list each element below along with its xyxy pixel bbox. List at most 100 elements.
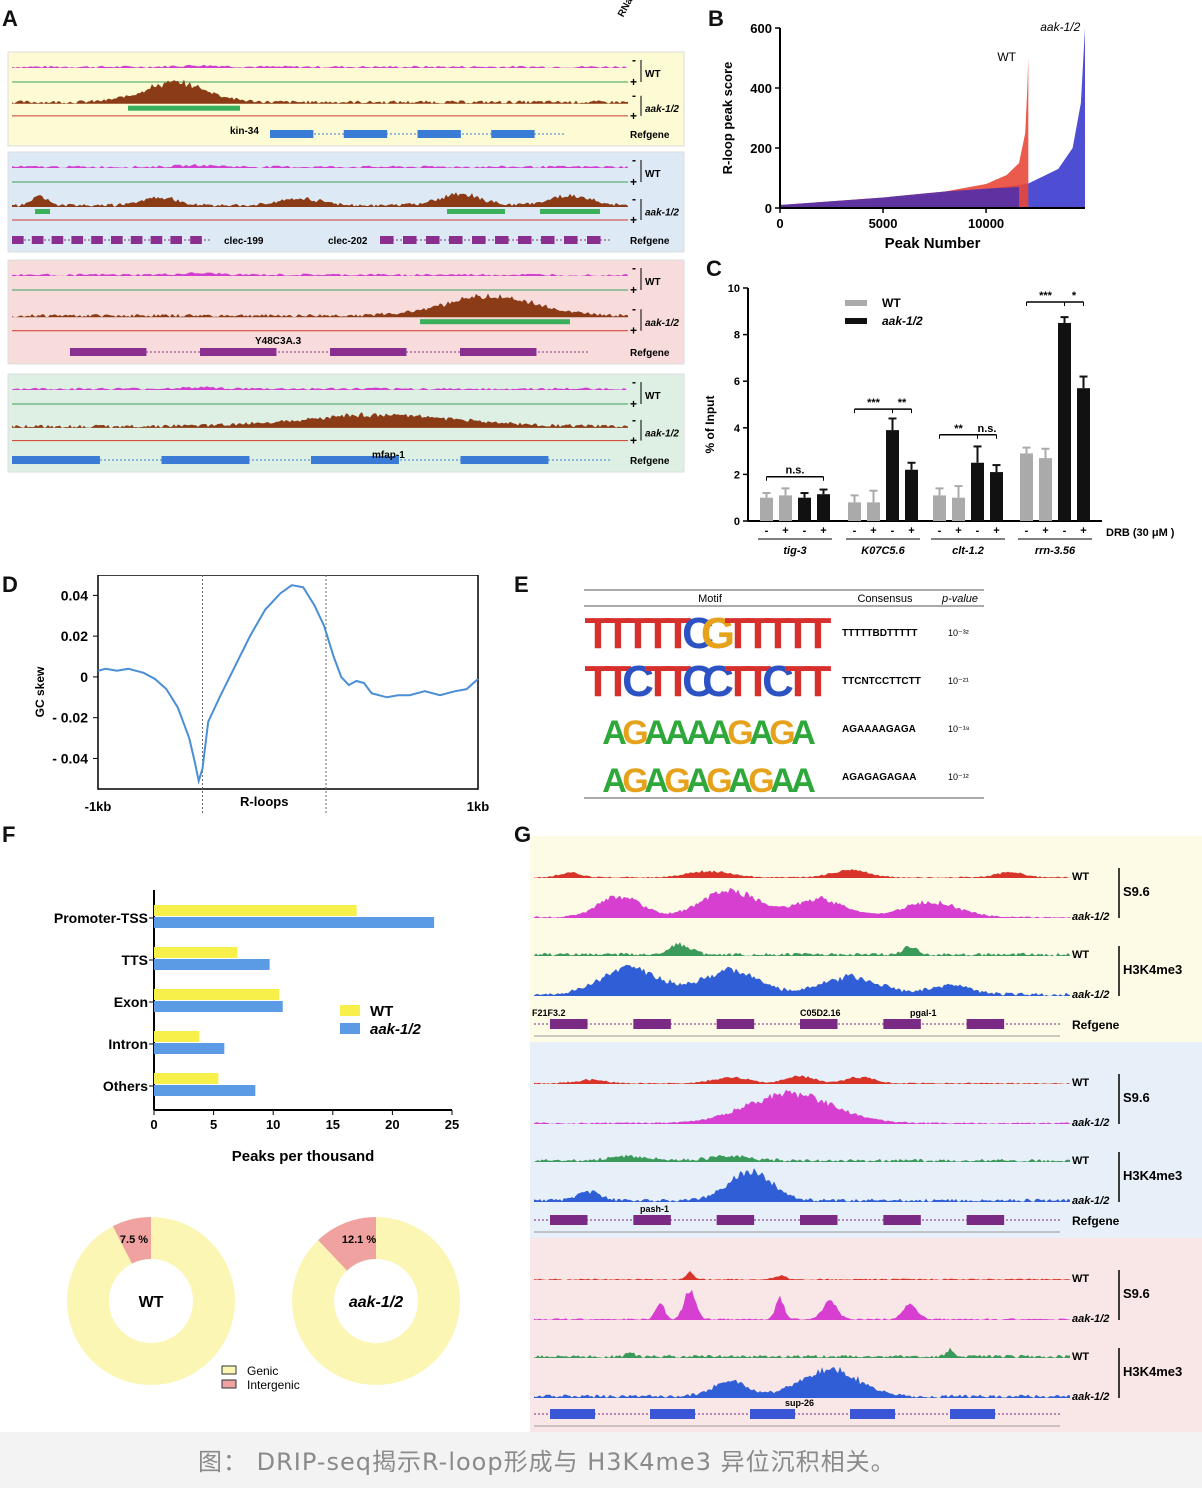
refgene-label: Refgene xyxy=(630,130,670,141)
s96-aak-track xyxy=(534,1089,1070,1124)
exon xyxy=(380,236,394,244)
sig-label: ** xyxy=(954,423,963,435)
exon xyxy=(850,1409,895,1419)
logo-letter: T xyxy=(805,609,832,658)
exon xyxy=(472,236,486,244)
minus-sign: - xyxy=(632,89,636,103)
figure-caption-bar: 图： DRIP-seq揭示R-loop形成与 H3K4me3 异位沉积相关。 xyxy=(0,1432,1202,1488)
plot-frame xyxy=(97,575,479,790)
sig-label: *** xyxy=(1039,290,1053,302)
bar xyxy=(154,1001,283,1012)
plus-sign: + xyxy=(630,75,637,89)
exon xyxy=(460,456,549,464)
logo-letter: A xyxy=(707,714,732,752)
exon xyxy=(71,236,84,244)
drb-sign: + xyxy=(870,525,876,537)
gene-name: sup-26 xyxy=(785,1398,814,1408)
drb-sign: - xyxy=(853,525,857,537)
legend-swatch xyxy=(845,318,867,324)
exon xyxy=(550,1409,595,1419)
panel-f-label: F xyxy=(2,822,16,847)
drb-sign: + xyxy=(820,525,826,537)
logo-letter: A xyxy=(602,762,627,800)
logo-letter: T xyxy=(725,609,752,658)
logo-letter: A xyxy=(791,714,816,752)
bar-group: - + - +*** **K07C5.6 xyxy=(846,397,920,557)
exon xyxy=(650,1409,695,1419)
bar-group: - + - + ** n.s. clt-1.2 xyxy=(931,423,1005,557)
logo-letter: C xyxy=(682,609,714,658)
logo-letter: A xyxy=(686,714,711,752)
bar xyxy=(760,497,773,521)
exon xyxy=(460,348,537,356)
track-label: aak-1/2 xyxy=(1072,911,1109,923)
track-label: aak-1/2 xyxy=(1072,1391,1109,1403)
exon xyxy=(966,1215,1005,1225)
category-label: Exon xyxy=(114,994,148,1010)
s96-wt-track xyxy=(534,1271,1070,1280)
h3-wt-track xyxy=(534,1154,1070,1162)
drb-sign: - xyxy=(1025,525,1029,537)
drb-sign: - xyxy=(891,525,895,537)
donut-center-label: WT xyxy=(139,1294,164,1311)
track-label: WT xyxy=(1072,1273,1089,1285)
h3-label: H3K4me3 xyxy=(1123,1364,1182,1379)
h3-aak-track xyxy=(534,964,1070,996)
logo-letter: C xyxy=(682,657,714,706)
logo-letter: T xyxy=(605,609,632,658)
y-tick-label: 6 xyxy=(734,376,740,388)
y-axis-label: R-loop peak score xyxy=(720,62,735,175)
exon xyxy=(12,236,24,244)
pvalue-text: 10⁻¹² xyxy=(948,772,969,782)
panel-b-label: B xyxy=(708,6,724,31)
logo-letter: G xyxy=(622,762,648,800)
exon xyxy=(170,236,183,244)
mut-label: aak-1/2 xyxy=(645,208,679,219)
s96-label: S9.6 xyxy=(1123,1286,1150,1301)
wt-minus-track xyxy=(12,64,628,68)
y-tick-label: 0.04 xyxy=(61,587,88,603)
peak-bar xyxy=(420,319,570,325)
logo-letter: T xyxy=(585,609,612,658)
consensus-text: AGAAAAGAGA xyxy=(842,724,916,735)
exon xyxy=(883,1019,921,1029)
y-tick-label: 0 xyxy=(80,669,88,685)
exon xyxy=(633,1019,671,1029)
logo-letter: A xyxy=(770,762,795,800)
h3-aak-track xyxy=(534,1366,1070,1398)
bar xyxy=(154,1031,200,1042)
legend-label: WT xyxy=(370,1003,393,1020)
pvalue-text: 10⁻³² xyxy=(948,628,969,638)
s96-wt-track xyxy=(534,1075,1070,1084)
y-tick-label: 0.02 xyxy=(61,628,88,644)
wt-label: WT xyxy=(645,69,661,80)
legend-label: aak-1/2 xyxy=(370,1021,422,1038)
wt-label: WT xyxy=(645,169,661,180)
bar xyxy=(933,495,946,521)
refgene-label: Refgene xyxy=(630,456,670,467)
exon xyxy=(564,236,578,244)
consensus-text: AGAGAGAGAA xyxy=(842,772,916,783)
exon xyxy=(716,1215,755,1225)
h3-label: H3K4me3 xyxy=(1123,962,1182,977)
exon xyxy=(91,236,103,244)
donut: 7.5 % WT xyxy=(67,1217,235,1385)
exon xyxy=(550,1019,588,1029)
exon xyxy=(800,1215,838,1225)
exon xyxy=(111,236,123,244)
legend-label: WT xyxy=(882,296,901,310)
plus-sign: + xyxy=(630,434,637,448)
bar xyxy=(798,497,811,521)
bar xyxy=(779,495,792,521)
bar xyxy=(817,494,830,521)
motif-row: AGAAAAGAGA AGAAAAGAGA 10⁻¹⁸ xyxy=(602,714,970,752)
group-label: tig-3 xyxy=(783,545,806,557)
gene-name: mfap-1 xyxy=(372,450,405,461)
bar xyxy=(154,917,435,928)
y-axis-label: GC skew xyxy=(33,666,47,717)
x-tick-label: 0 xyxy=(776,216,783,231)
wt-label: WT xyxy=(645,277,661,288)
peak-bar xyxy=(128,105,240,111)
h3-wt-track xyxy=(534,942,1070,956)
